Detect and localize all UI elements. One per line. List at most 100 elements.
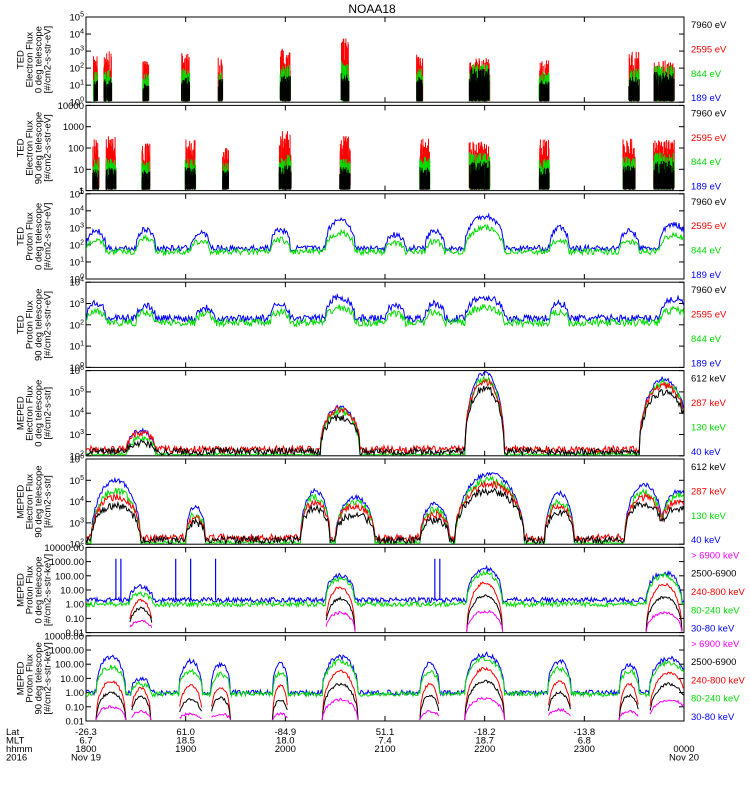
magenta-series-line [464,696,506,721]
panel-6: 102 103 104 105 106 MEPEDElectron Flux90 deg … [16,454,727,551]
panel-frame [85,104,685,192]
y-tick-label: 103 [70,298,85,310]
panel-3: 100 101 102 103 104 105 TEDProton Flux0 deg te… [16,188,728,285]
y-tick-label: 102 [70,539,85,551]
footer-cell: 0000 [673,744,694,755]
legend-item: 7960 eV [691,108,727,119]
green-series-line [86,569,684,609]
y-tick-label: 10000.00 [44,631,84,642]
y-tick-label: 10.00 [60,674,84,685]
y-tick-label: 104 [70,29,85,41]
legend-item: 130 keV [691,511,727,522]
red-series-line [464,666,506,721]
magenta-series-line [179,712,202,720]
panel-5: 102 103 104 105 106 MEPEDElectron Flux0 deg t… [16,365,727,462]
black-series-line [548,690,571,711]
blue-series-line [86,650,684,697]
panel-data [86,212,684,257]
y-axis-label: MEPEDProton Flux0 deg telescope[#/cm2-s-… [16,554,54,626]
blue-series-line [544,489,575,544]
y-tick-label: 10000 [58,101,84,112]
y-tick-label: 105 [70,188,85,200]
legend-item: 240-800 keV [691,675,746,686]
red-series-line [325,586,356,632]
footer-cell: 2000 [275,744,296,755]
black-series-line [325,596,356,632]
panel-frame [85,370,685,457]
y-tick-label: 100.00 [55,660,84,671]
y-tick-label: 1000 [63,122,84,133]
footer-cell: 61.0 [176,727,195,738]
y-tick-label: 104 [70,408,85,420]
red-series-line [271,684,288,721]
red-series-line [131,686,152,721]
red-series-line [95,680,127,721]
y-tick-label: 10000.00 [44,543,84,554]
red-series-line [548,680,571,707]
panel-7: 0.010.101.0010.00100.001000.0010000.00ME… [16,543,746,639]
y-tick-label: 101 [70,256,85,268]
legend-item: 844 eV [691,334,722,345]
black-series-line [131,695,152,721]
panel-data [86,371,684,456]
magenta-series-line [131,709,152,721]
black-series-line [271,699,288,721]
y-tick-label: 102 [70,63,85,75]
green-series-line [86,223,684,257]
y-tick-label: 103 [70,222,85,234]
red-series-line [645,582,683,632]
y-tick-label: 102 [70,239,85,251]
y-tick-label: 1.00 [66,688,85,699]
black-series-line [649,682,684,711]
footer-row-label: 2016 [6,753,27,764]
black-series-line [464,679,506,721]
y-tick-label: 1.00 [66,600,85,611]
black-series-line [321,682,359,721]
legend-item: > 6900 keV [691,639,740,650]
legend-item: 612 keV [691,374,727,385]
y-tick-label: 0.10 [66,702,85,713]
magenta-series-line [325,610,356,632]
legend-item: 240-800 keV [691,587,746,598]
footer-cell: 6.8 [578,736,591,747]
red-series-line [86,480,684,544]
red-series-line [618,682,639,721]
legend-item: 7960 eV [691,197,727,208]
footer-cell: Nov 20 [669,753,699,764]
panel-1: 100 101 102 103 104 105 TEDElectron Flux0 deg … [16,12,728,109]
y-tick-label: 105 [70,12,85,24]
legend-item: 30-80 keV [691,624,735,635]
panel-data [86,471,684,545]
chart-title: NOAA18 [348,2,396,16]
legend-item: 189 eV [691,182,722,193]
panel-data [86,292,684,329]
legend-item: 2500-6900 [691,569,736,580]
footer-cell: 7.4 [378,736,391,747]
y-tick-label: 103 [70,46,85,58]
y-tick-label: 104 [70,496,85,508]
legend-item: 130 keV [691,422,727,433]
legend-item: 844 eV [691,69,722,80]
legend-item: 189 eV [691,270,722,281]
legend-item: 80-240 keV [691,605,740,616]
black-series-line [129,606,153,623]
legend-item: 844 eV [691,246,722,257]
legend-item: 189 eV [691,358,722,369]
blue-series-line [419,501,451,544]
footer-row-label: hhmm [6,744,32,755]
y-tick-label: 103 [70,517,85,529]
black-series-line [86,385,684,456]
footer-cell: 51.1 [376,727,395,738]
y-axis-label: MEPEDElectron Flux90 deg telescope[#/cm2… [16,465,54,537]
footer-row-label: MLT [6,736,24,747]
red-series-line [86,378,684,455]
blue-series-line [464,371,506,455]
y-tick-label: 100 [70,274,85,286]
y-tick-label: 101 [70,80,85,92]
footer-row-label: Lat [6,727,20,738]
magenta-series-line [272,712,288,721]
blue-series-line [639,375,684,436]
y-tick-label: 1000.00 [50,557,84,568]
magenta-series-line [618,709,639,721]
panel-frame [85,16,685,103]
